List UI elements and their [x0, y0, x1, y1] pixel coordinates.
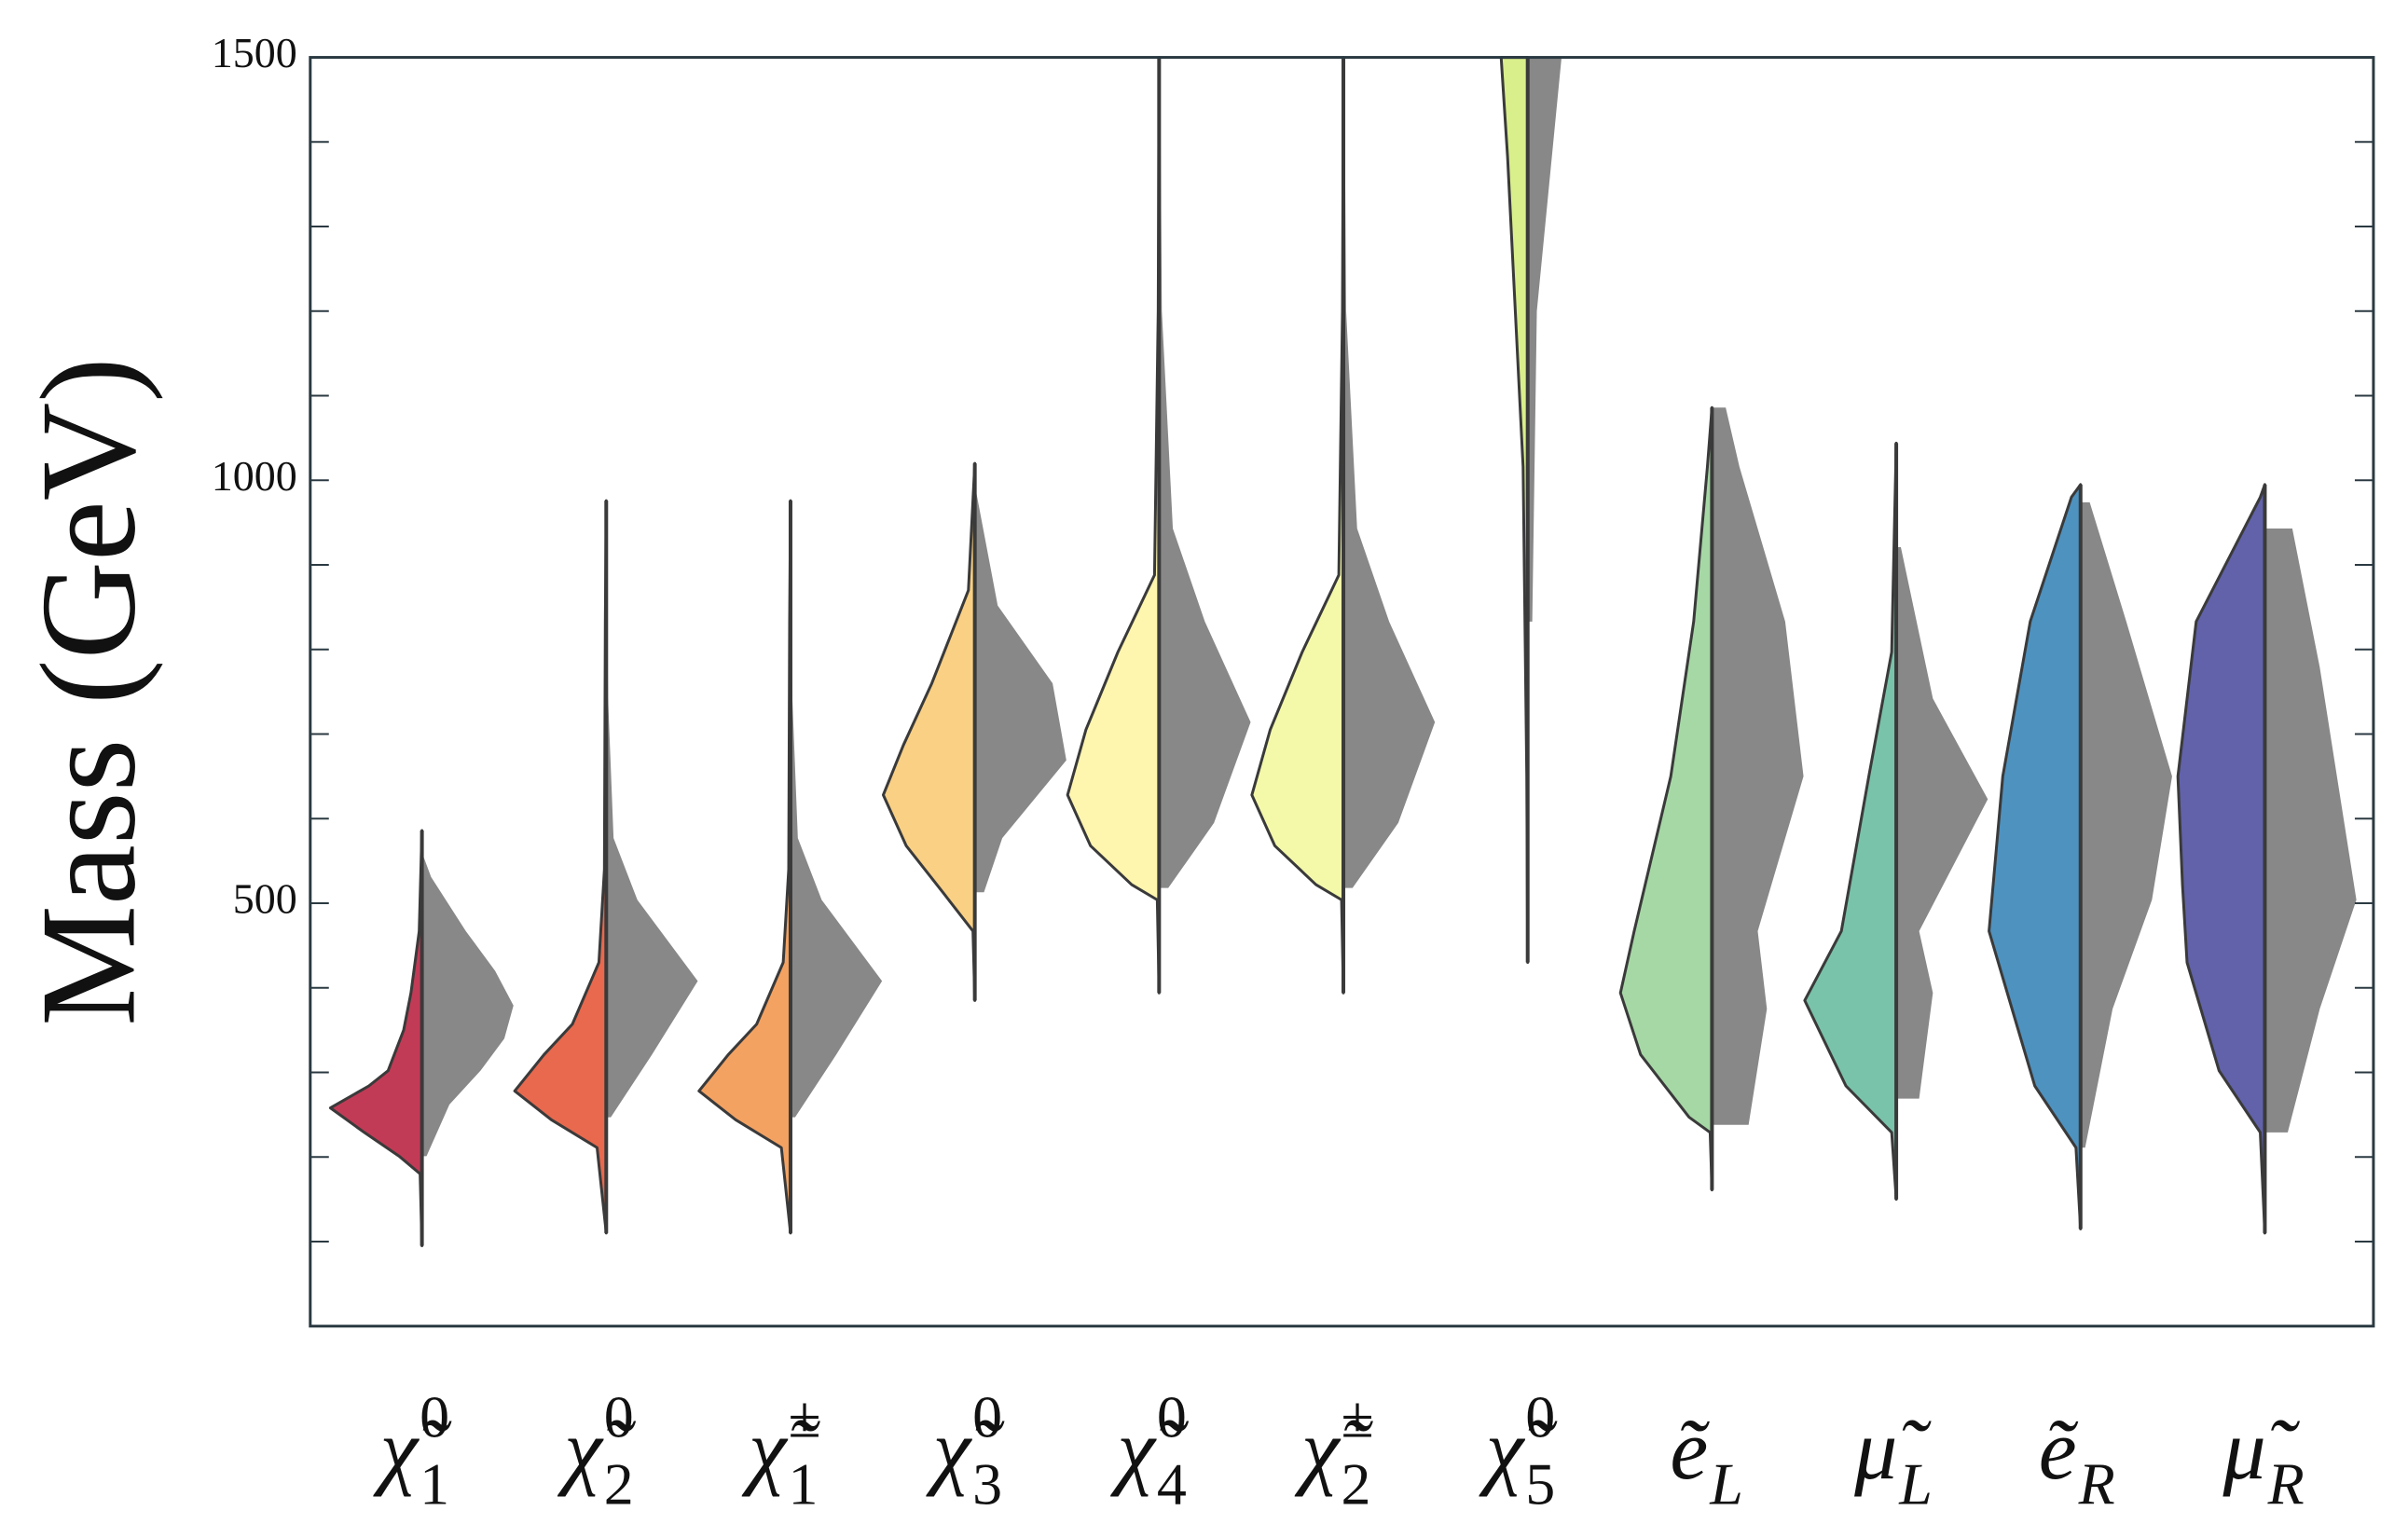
violin-right [974, 484, 1066, 893]
x-tick-label-sub: R [2078, 1451, 2115, 1517]
violin-right [2264, 529, 2357, 1133]
violin-left [328, 829, 424, 1248]
x-tick-label-sup: 0 [1157, 1384, 1187, 1450]
y-tick-label: 1500 [212, 29, 297, 76]
x-tick-label-sub: 3 [972, 1451, 1002, 1517]
violin-left [1066, 56, 1161, 995]
violin-left [1250, 56, 1345, 995]
violin-right [606, 501, 698, 1118]
violin-left [1618, 405, 1713, 1192]
x-tick-label-sub: R [2267, 1451, 2305, 1517]
violin-right [790, 501, 883, 1118]
x-tick-label-sub: 5 [1525, 1451, 1555, 1517]
x-tick-label-sup: 0 [972, 1384, 1002, 1450]
x-tick-label-sup: 0 [420, 1384, 449, 1450]
x-tick-label-sub: 2 [1342, 1451, 1371, 1517]
violin-left [2176, 483, 2266, 1235]
violin-right [1159, 57, 1251, 888]
x-tick-label-sup: 0 [604, 1384, 634, 1450]
violin-left [1499, 56, 1530, 965]
violin-right [1343, 57, 1436, 888]
violin-right [2080, 501, 2172, 1148]
violin-left [881, 461, 977, 1002]
plot-frame [309, 56, 2375, 1328]
x-tick-label: ẽ [2039, 1402, 2079, 1497]
x-tick-label-sub: L [1898, 1451, 1933, 1517]
violin-left [697, 499, 792, 1235]
violin-left [1803, 441, 1898, 1202]
violin-right [1527, 57, 1562, 622]
x-tick-label-sub: 1 [788, 1451, 818, 1517]
x-tick-label-sub: 1 [420, 1451, 449, 1517]
x-tick-label-sup: ± [788, 1384, 820, 1450]
violin-left [1988, 483, 2083, 1230]
x-tick-label-sup: ± [1342, 1384, 1374, 1450]
x-tick-label-sub: 4 [1157, 1451, 1187, 1517]
y-axis-label: Mass (GeV) [13, 357, 164, 1026]
x-tick-label-sup: 0 [1525, 1384, 1555, 1450]
y-tick-label: 500 [233, 875, 297, 923]
x-tick-label-sub: L [1709, 1451, 1743, 1517]
x-tick-label: ẽ [1670, 1402, 1710, 1497]
violin-right [421, 852, 514, 1157]
x-tick-label-sub: 2 [604, 1451, 634, 1517]
y-tick-label: 1000 [212, 452, 297, 500]
violin-right [1896, 546, 1988, 1099]
violin-right [1712, 407, 1804, 1125]
violin-left [513, 499, 608, 1235]
